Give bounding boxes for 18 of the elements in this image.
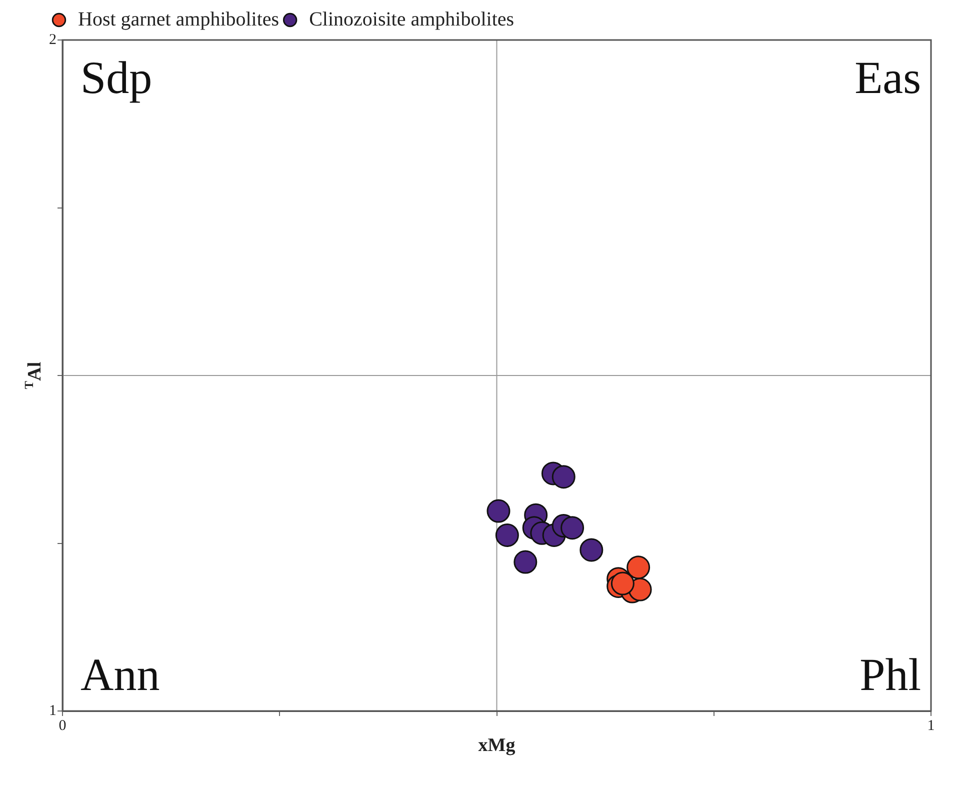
y-axis-title: TAl <box>22 362 46 390</box>
annotation: Eas <box>854 52 921 104</box>
point <box>580 538 604 562</box>
y-tick-label: 2 <box>49 32 56 48</box>
legend-label: Clinozoisite amphibolites <box>309 8 514 30</box>
x-tick-label: 0 <box>58 718 66 734</box>
point <box>560 516 584 540</box>
annotation: Ann <box>80 649 160 700</box>
legend-label: Host garnet amphibolites <box>78 8 280 30</box>
point <box>495 523 519 547</box>
point <box>552 465 576 489</box>
point <box>610 572 634 596</box>
annotation: Phl <box>860 649 921 700</box>
point <box>486 499 510 523</box>
annotation: Sdp <box>80 52 152 104</box>
x-axis-title: xMg <box>478 735 516 756</box>
point <box>626 556 650 580</box>
point <box>514 550 538 574</box>
